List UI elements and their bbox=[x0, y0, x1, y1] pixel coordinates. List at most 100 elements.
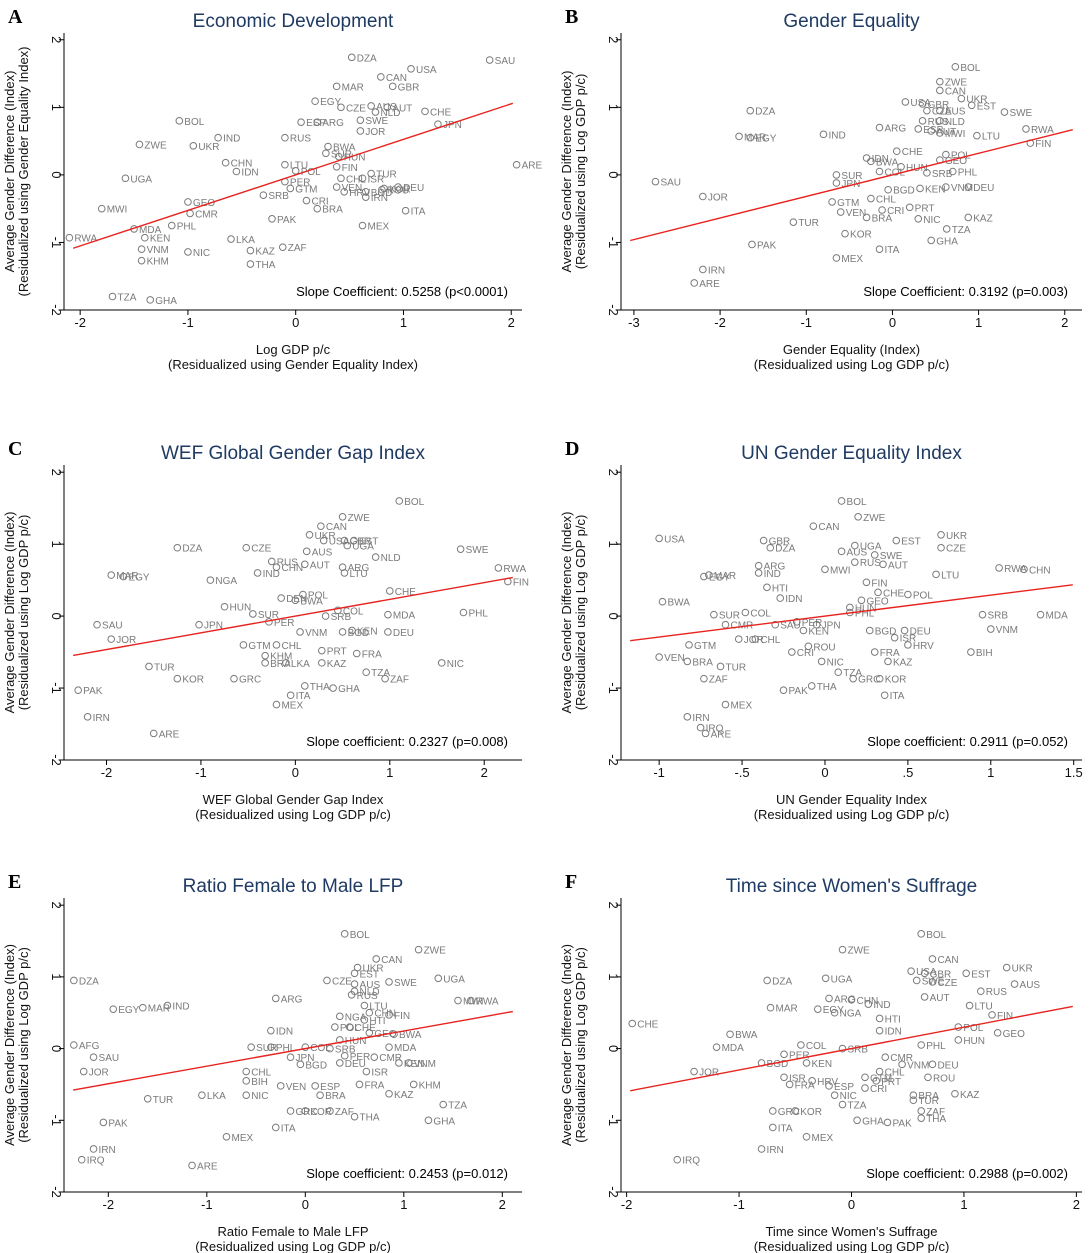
data-point bbox=[276, 1082, 285, 1090]
point-label: SRB bbox=[848, 1045, 869, 1056]
point-label: LKA bbox=[291, 659, 310, 670]
data-point bbox=[271, 1123, 280, 1132]
data-point bbox=[721, 700, 730, 709]
point-label: TUR bbox=[153, 1095, 174, 1106]
point-label: TZA bbox=[952, 225, 971, 236]
data-point bbox=[973, 131, 981, 140]
data-point bbox=[361, 193, 370, 201]
data-point bbox=[358, 174, 367, 183]
point-label: GBR bbox=[928, 100, 950, 111]
x-tick-label: 2 bbox=[1073, 1197, 1080, 1212]
data-point bbox=[851, 558, 859, 566]
data-point bbox=[340, 569, 349, 577]
data-point bbox=[937, 543, 945, 552]
data-point bbox=[862, 578, 871, 587]
point-label: LTU bbox=[290, 161, 308, 172]
point-label: ITA bbox=[885, 245, 900, 256]
data-point bbox=[385, 1011, 393, 1019]
y-tick-label: 0 bbox=[606, 171, 621, 178]
data-point bbox=[878, 206, 886, 214]
data-point bbox=[651, 177, 660, 186]
data-point bbox=[923, 169, 931, 177]
x-tick-label: -2 bbox=[714, 315, 726, 330]
data-point bbox=[390, 1030, 398, 1039]
data-point bbox=[74, 686, 82, 695]
data-point bbox=[356, 127, 365, 135]
point-label: PER bbox=[802, 618, 823, 629]
data-point bbox=[746, 106, 755, 115]
data-point bbox=[350, 536, 358, 545]
x-tick-label: -1 bbox=[182, 315, 194, 330]
point-label: PAK bbox=[892, 1118, 912, 1129]
point-label: SUR bbox=[256, 1043, 277, 1054]
x-tick-label: 1.5 bbox=[1065, 765, 1083, 780]
point-label: SRB bbox=[268, 191, 289, 202]
point-label: DEU bbox=[403, 183, 424, 194]
data-point bbox=[909, 1091, 918, 1099]
x-axis-sublabel: (Residualized using Log GDP p/c) bbox=[754, 357, 950, 372]
point-label: BWA bbox=[300, 596, 323, 607]
point-label: ESP bbox=[834, 1082, 854, 1093]
point-label: BWA bbox=[333, 143, 356, 154]
point-label: FIN bbox=[513, 578, 529, 589]
point-label: BOL bbox=[926, 930, 946, 941]
point-label: JOR bbox=[365, 127, 385, 138]
data-point bbox=[268, 214, 276, 223]
point-label: VNM bbox=[996, 625, 1018, 636]
point-label: POL bbox=[951, 151, 971, 162]
point-label: IRQ bbox=[682, 1156, 700, 1167]
data-point bbox=[137, 245, 146, 253]
point-label: IND bbox=[828, 130, 845, 141]
point-label: NGA bbox=[215, 576, 237, 587]
point-label: ESP bbox=[306, 118, 326, 129]
data-point bbox=[247, 1043, 255, 1051]
point-label: EGY bbox=[128, 573, 149, 584]
data-point bbox=[792, 618, 801, 626]
point-label: RUS bbox=[928, 117, 949, 128]
point-label: DEU bbox=[393, 628, 414, 639]
point-label: GBR bbox=[349, 537, 371, 548]
point-label: AUS bbox=[847, 547, 868, 558]
data-point bbox=[710, 610, 718, 619]
data-point bbox=[385, 978, 393, 986]
point-label: GEO bbox=[193, 198, 215, 209]
point-label: CHN bbox=[231, 159, 253, 170]
data-point bbox=[832, 171, 841, 179]
point-label: BWA bbox=[399, 1030, 422, 1041]
data-point bbox=[93, 620, 101, 629]
y-tick-label: 0 bbox=[49, 171, 64, 178]
x-tick-label: -2 bbox=[74, 315, 86, 330]
point-label: VEN bbox=[846, 208, 867, 219]
data-point bbox=[924, 1073, 932, 1082]
data-point bbox=[914, 125, 923, 133]
data-point bbox=[70, 1041, 78, 1049]
point-label: HTI bbox=[885, 1014, 901, 1025]
data-point bbox=[348, 626, 356, 635]
data-point bbox=[384, 628, 392, 636]
point-label: MAR bbox=[744, 132, 766, 143]
data-point bbox=[812, 620, 821, 629]
data-point bbox=[109, 1005, 118, 1013]
point-label: EST bbox=[901, 537, 920, 548]
data-point bbox=[766, 1003, 775, 1012]
x-axis-sublabel: (Residualized using Log GDP p/c) bbox=[195, 1239, 391, 1253]
data-point bbox=[912, 976, 921, 985]
data-point bbox=[184, 198, 192, 206]
point-label: CHL bbox=[885, 1068, 905, 1079]
data-point bbox=[214, 133, 222, 142]
data-point bbox=[322, 149, 330, 158]
data-point bbox=[316, 1091, 324, 1099]
data-point bbox=[791, 1107, 800, 1115]
data-point bbox=[301, 560, 309, 569]
point-label: HUN bbox=[963, 1036, 985, 1047]
point-label: IRN bbox=[93, 713, 110, 724]
point-label: VNM bbox=[951, 183, 973, 194]
fit-line bbox=[73, 1010, 513, 1091]
point-label: TUR bbox=[154, 662, 175, 673]
data-point bbox=[371, 553, 380, 561]
point-label: FRA bbox=[364, 1080, 384, 1091]
point-label: UGA bbox=[860, 542, 882, 553]
data-point bbox=[301, 1043, 310, 1051]
data-point bbox=[404, 1059, 413, 1067]
data-point bbox=[872, 1077, 881, 1085]
